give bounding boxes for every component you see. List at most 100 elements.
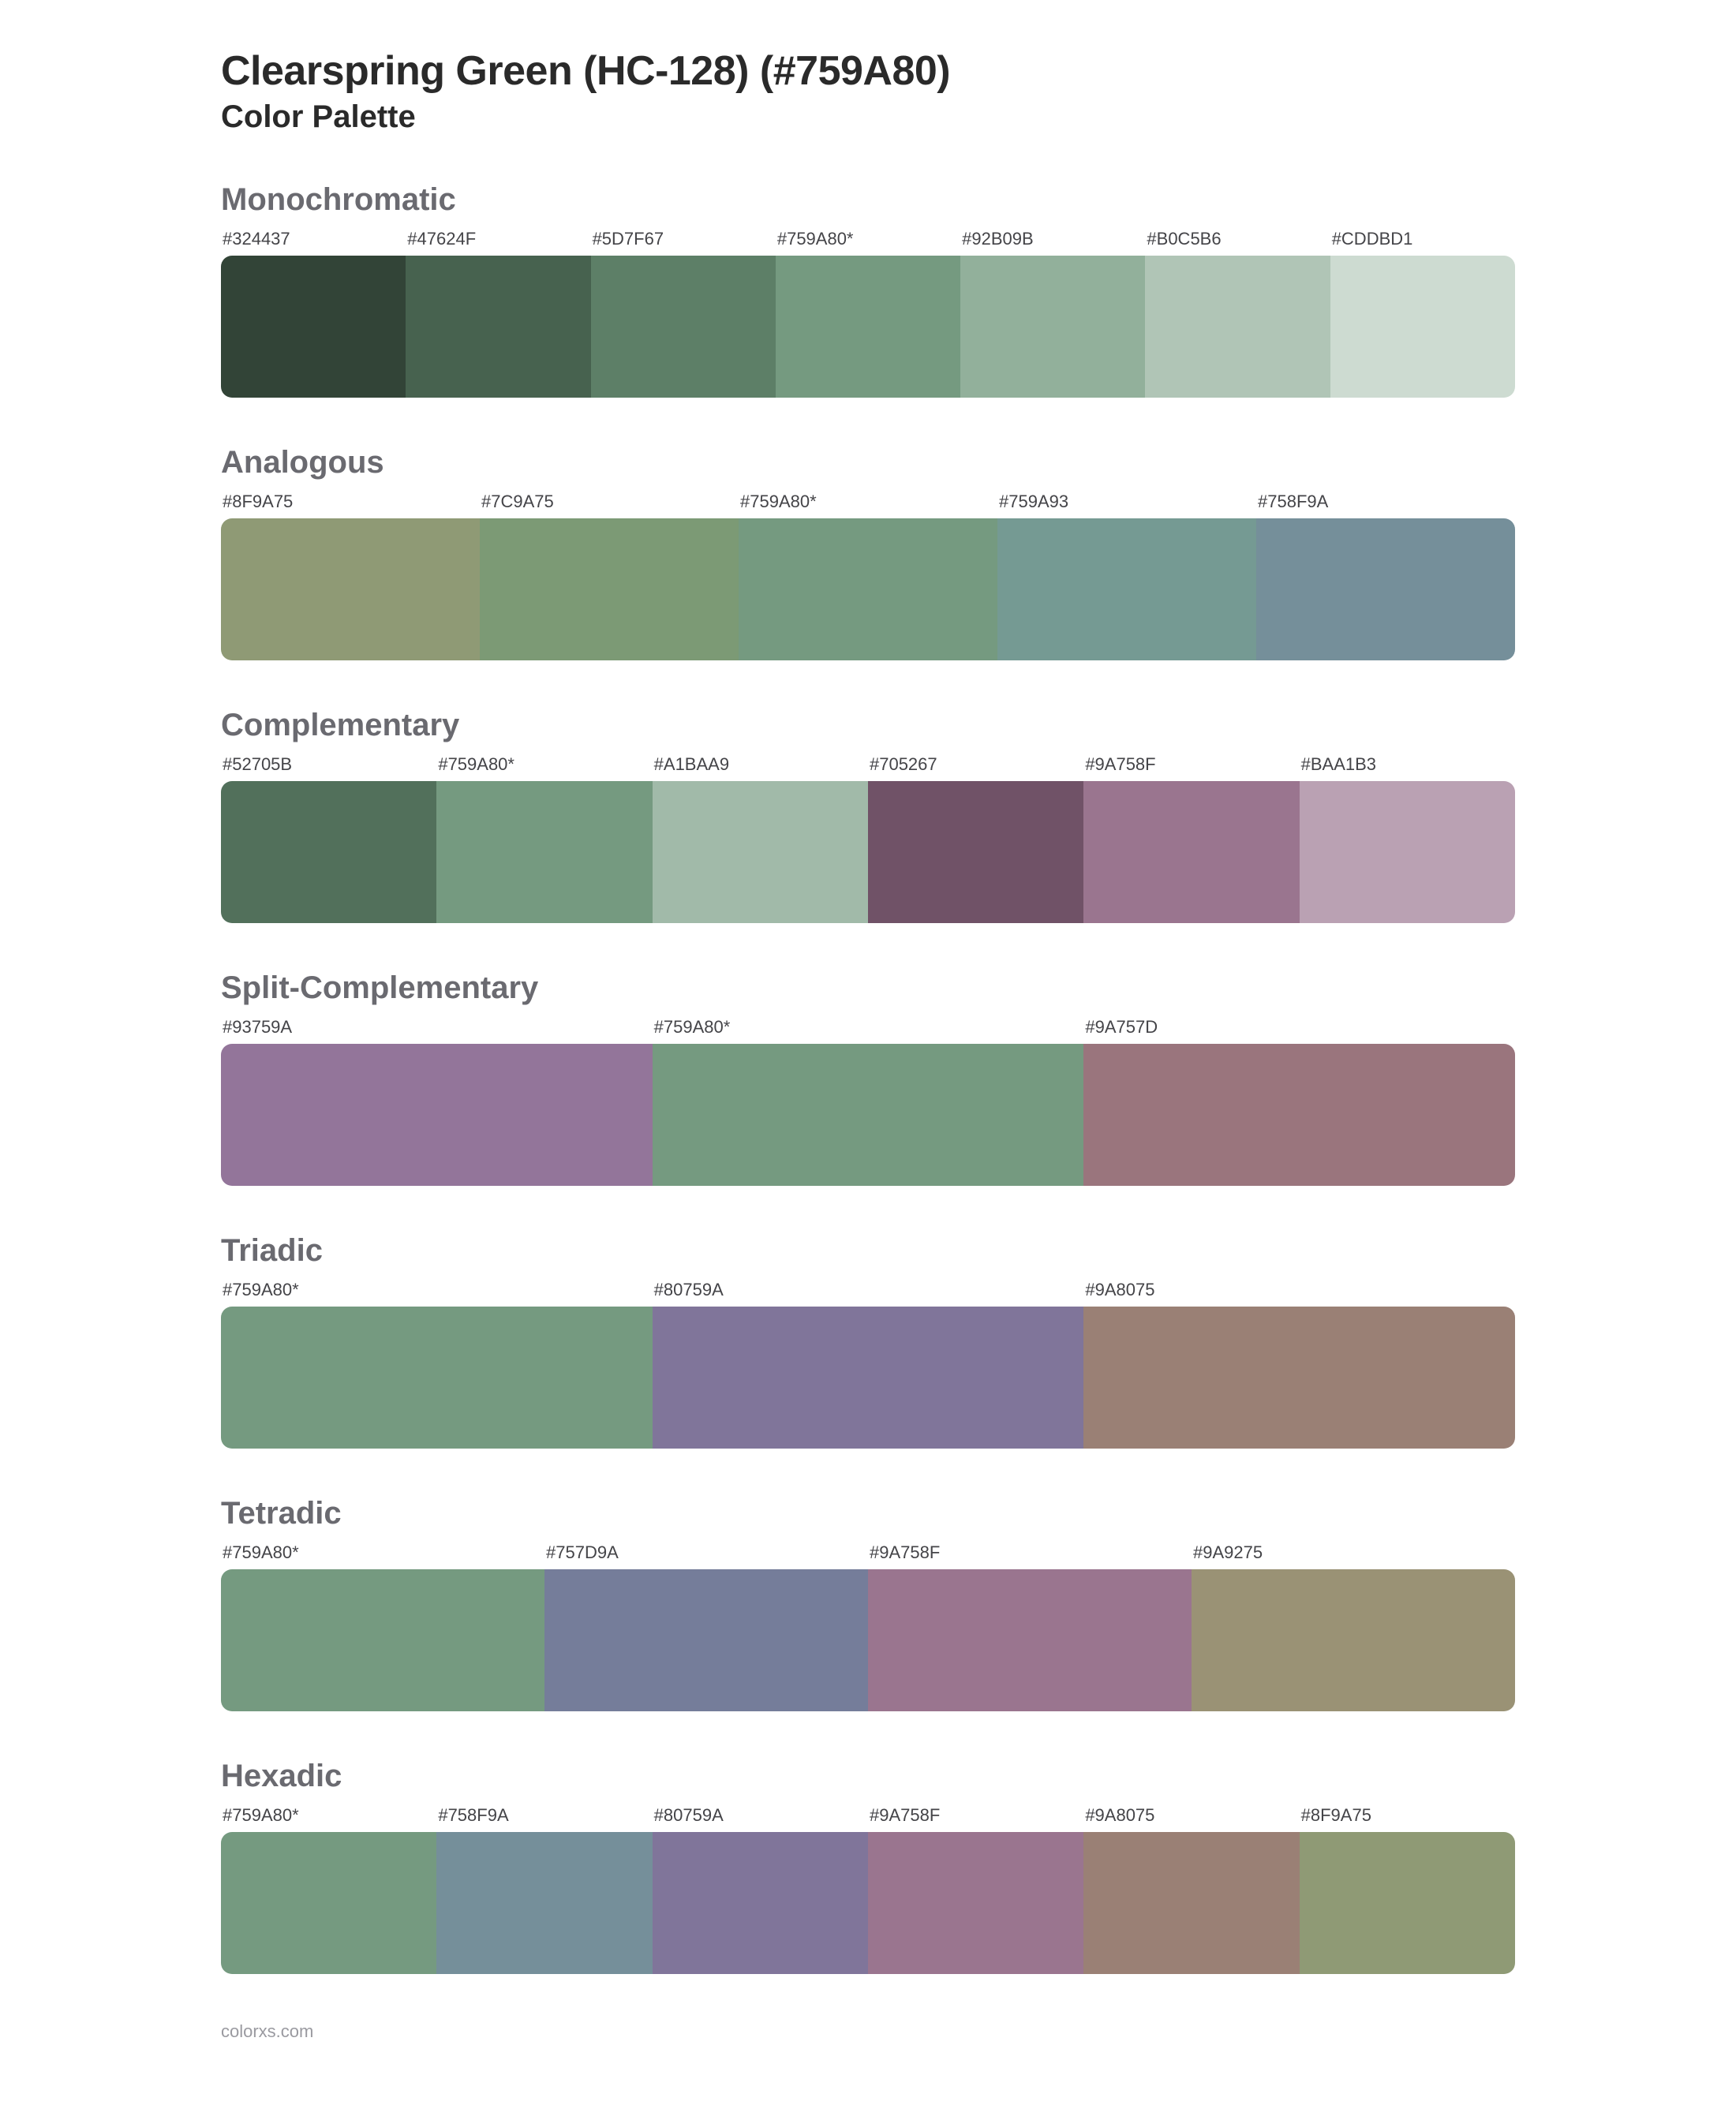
palette-section: Hexadic #759A80*#758F9A#80759A#9A758F#9A8… [221,1759,1515,1974]
swatch-color [544,1569,868,1711]
swatch-label: #758F9A [436,1800,652,1832]
swatch-label: #9A758F [1083,750,1299,781]
swatch-label: #7C9A75 [480,487,739,518]
swatch-label: #324437 [221,224,406,256]
swatch-color [868,1569,1192,1711]
swatch-color [653,1044,1084,1186]
swatch-color [221,781,436,923]
swatch-color [653,1832,868,1974]
color-swatch: #80759A [653,1275,1084,1449]
swatch-color [221,256,406,398]
color-swatch: #80759A [653,1800,868,1974]
palette-section: Split-Complementary #93759A#759A80*#9A757… [221,970,1515,1186]
footer-credit: colorxs.com [221,2021,1515,2042]
swatch-label: #759A80* [221,1275,653,1307]
color-swatch: #759A80* [221,1538,544,1711]
swatch-color [591,256,776,398]
color-swatch: #759A93 [997,487,1256,660]
swatch-row: #93759A#759A80*#9A757D [221,1012,1515,1186]
swatch-label: #759A93 [997,487,1256,518]
swatch-label: #8F9A75 [1300,1800,1515,1832]
swatch-color [221,1044,653,1186]
swatch-color [1083,781,1299,923]
swatch-color [868,781,1083,923]
swatch-label: #9A758F [868,1800,1083,1832]
section-title: Hexadic [221,1759,1515,1794]
swatch-label: #80759A [653,1275,1084,1307]
swatch-label: #80759A [653,1800,868,1832]
color-swatch: #A1BAA9 [653,750,868,923]
color-swatch: #BAA1B3 [1300,750,1515,923]
page-title: Clearspring Green (HC-128) (#759A80) [221,47,1515,95]
section-title: Tetradic [221,1496,1515,1531]
swatch-label: #759A80* [653,1012,1084,1044]
swatch-color [221,1832,436,1974]
swatch-label: #759A80* [739,487,997,518]
swatch-color [1145,256,1330,398]
color-swatch: #47624F [406,224,590,398]
swatch-label: #BAA1B3 [1300,750,1515,781]
swatch-label: #47624F [406,224,590,256]
color-swatch: #759A80* [221,1275,653,1449]
swatch-label: #9A9275 [1192,1538,1515,1569]
swatch-label: #705267 [868,750,1083,781]
swatch-color [436,1832,652,1974]
swatch-color [406,256,590,398]
swatch-label: #B0C5B6 [1145,224,1330,256]
swatch-color [997,518,1256,660]
swatch-label: #A1BAA9 [653,750,868,781]
swatch-color [868,1832,1083,1974]
swatch-row: #759A80*#758F9A#80759A#9A758F#9A8075#8F9… [221,1800,1515,1974]
color-swatch: #93759A [221,1012,653,1186]
section-title: Triadic [221,1233,1515,1269]
color-swatch: #7C9A75 [480,487,739,660]
swatch-label: #9A8075 [1083,1275,1515,1307]
palette-section: Complementary #52705B#759A80*#A1BAA9#7052… [221,708,1515,923]
palette-sections: Monochromatic#324437#47624F#5D7F67#759A8… [221,182,1515,1974]
color-swatch: #52705B [221,750,436,923]
swatch-color [776,256,960,398]
swatch-color [1192,1569,1515,1711]
color-swatch: #9A757D [1083,1012,1515,1186]
section-title: Analogous [221,445,1515,480]
swatch-label: #9A757D [1083,1012,1515,1044]
swatch-color [653,781,868,923]
swatch-color [480,518,739,660]
color-swatch: #324437 [221,224,406,398]
color-swatch: #705267 [868,750,1083,923]
color-swatch: #759A80* [739,487,997,660]
swatch-label: #9A758F [868,1538,1192,1569]
swatch-color [960,256,1145,398]
color-swatch: #9A8075 [1083,1800,1299,1974]
color-swatch: #759A80* [436,750,652,923]
swatch-label: #5D7F67 [591,224,776,256]
swatch-label: #93759A [221,1012,653,1044]
swatch-color [1083,1832,1299,1974]
swatch-color [436,781,652,923]
color-swatch: #758F9A [436,1800,652,1974]
color-swatch: #9A758F [868,1800,1083,1974]
swatch-label: #92B09B [960,224,1145,256]
swatch-row: #759A80*#80759A#9A8075 [221,1275,1515,1449]
color-swatch: #759A80* [221,1800,436,1974]
color-swatch: #758F9A [1256,487,1515,660]
swatch-color [221,518,480,660]
color-swatch: #8F9A75 [221,487,480,660]
color-swatch: #92B09B [960,224,1145,398]
swatch-row: #52705B#759A80*#A1BAA9#705267#9A758F#BAA… [221,750,1515,923]
swatch-color [1300,781,1515,923]
swatch-row: #759A80*#757D9A#9A758F#9A9275 [221,1538,1515,1711]
swatch-label: #759A80* [221,1538,544,1569]
swatch-color [1300,1832,1515,1974]
swatch-label: #52705B [221,750,436,781]
palette-section: Monochromatic #324437#47624F#5D7F67#759A8… [221,182,1515,398]
swatch-row: #324437#47624F#5D7F67#759A80*#92B09B#B0C… [221,224,1515,398]
swatch-row: #8F9A75#7C9A75#759A80*#759A93#758F9A [221,487,1515,660]
swatch-color [221,1569,544,1711]
palette-section: Tetradic #759A80*#757D9A#9A758F#9A9275 [221,1496,1515,1711]
section-title: Split-Complementary [221,970,1515,1006]
section-title: Monochromatic [221,182,1515,218]
palette-section: Analogous #8F9A75#7C9A75#759A80*#759A93#7… [221,445,1515,660]
color-swatch: #759A80* [776,224,960,398]
section-title: Complementary [221,708,1515,743]
